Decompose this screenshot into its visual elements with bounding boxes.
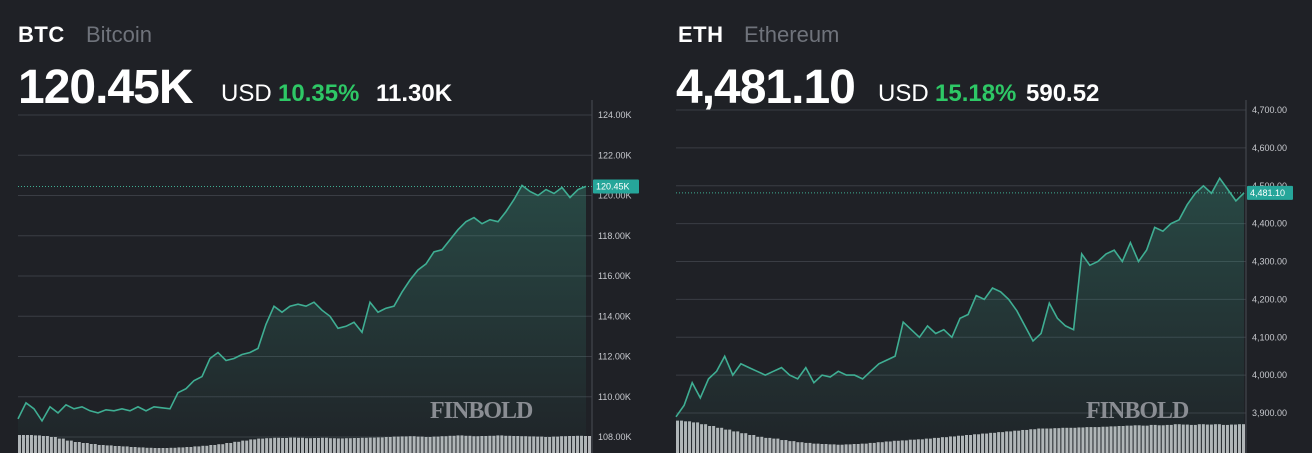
current-price-tag [1247, 185, 1293, 200]
y-tick-label: 4,000.00 [1252, 370, 1287, 380]
volume-bar [588, 436, 591, 453]
finbold-watermark: FINBOLD [1086, 398, 1189, 424]
y-tick-label: 110.00K [598, 392, 631, 402]
eth-name: Ethereum [744, 22, 840, 47]
y-tick-label: 114.00K [598, 311, 631, 321]
price-area [676, 178, 1244, 453]
eth-symbol: ETH [678, 22, 724, 47]
y-tick-label: 118.00K [598, 231, 631, 241]
eth-change-pct: 15.18% [935, 80, 1017, 107]
y-tick-label: 3,900.00 [1252, 408, 1287, 418]
eth-change-abs: 590.52 [1026, 80, 1100, 107]
y-tick-label: 4,200.00 [1252, 294, 1287, 304]
y-tick-label: 4,400.00 [1252, 219, 1287, 229]
btc-currency: USD [221, 80, 272, 107]
y-tick-label: 108.00K [598, 432, 632, 442]
btc-symbol: BTC [18, 22, 65, 47]
y-tick-label: 116.00K [598, 271, 631, 281]
price-area [18, 185, 586, 453]
btc-change-abs: 11.30K [376, 80, 453, 107]
y-tick-label: 120.00K [598, 191, 632, 201]
eth-currency: USD [878, 80, 929, 107]
y-tick-label: 124.00K [598, 110, 632, 120]
y-tick-label: 4,700.00 [1252, 105, 1287, 115]
price-line [17, 184, 587, 423]
current-price-label: 120.45K [596, 181, 630, 191]
btc-chart: 124.00K 122.00K 120.00K 118.00K 116.00K 114.0… [17, 100, 639, 453]
y-tick-label: 122.00K [598, 150, 632, 160]
y-tick-label: 112.00K [598, 352, 631, 362]
btc-price: 120.45K [18, 61, 193, 114]
current-price-label: 4,481.10 [1250, 188, 1285, 198]
y-tick-label: 4,500.00 [1252, 181, 1287, 191]
current-price-tag [593, 179, 639, 194]
price-line [675, 176, 1245, 418]
btc-name: Bitcoin [86, 22, 153, 47]
btc-panel: BTC Bitcoin 120.45K USD 10.35% 11.30K 12… [17, 22, 639, 453]
y-tick-label: 4,300.00 [1252, 257, 1287, 267]
y-tick-label: 4,100.00 [1252, 332, 1287, 342]
finbold-watermark: FINBOLD [430, 398, 533, 424]
eth-chart: 4,700.00 4,600.00 4,500.00 4,400.00 4,300.00… [675, 100, 1293, 453]
btc-change-pct: 10.35% [278, 80, 360, 107]
y-tick-label: 4,600.00 [1252, 143, 1287, 153]
eth-panel: ETH Ethereum 4,481.10 USD 15.18% 590.52 … [656, 0, 1312, 453]
eth-price: 4,481.10 [676, 61, 856, 114]
